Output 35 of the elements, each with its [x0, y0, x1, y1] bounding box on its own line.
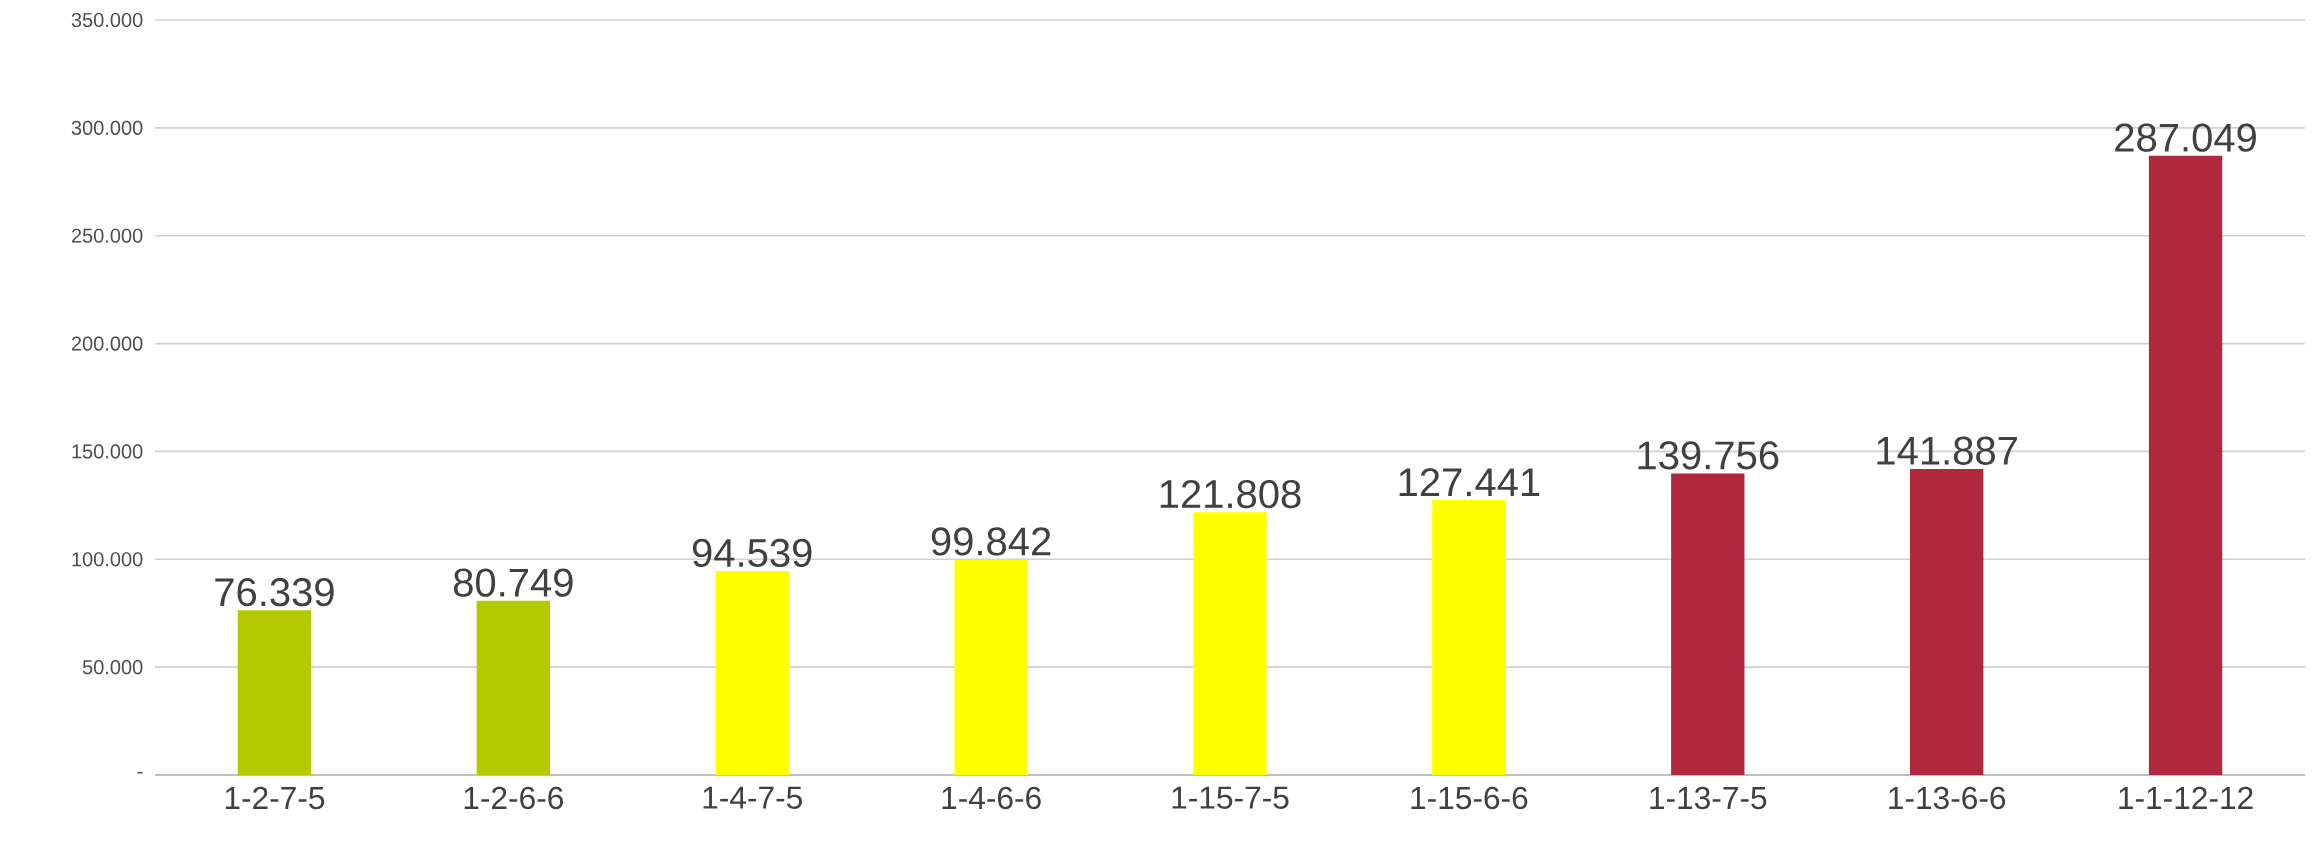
bar [1193, 512, 1267, 775]
data-label: 99.842 [931, 527, 1051, 556]
data-label: 76.339 [215, 578, 334, 607]
data-label: 139.756 [1638, 441, 1779, 470]
x-tick-label: 1-4-6-6 [942, 786, 1041, 810]
data-label: 80.749 [453, 568, 573, 597]
data-label: 127.441 [1399, 468, 1540, 497]
x-tick-label: 1-4-7-5 [703, 786, 802, 809]
y-tick-label: - [137, 771, 143, 774]
bar [1671, 473, 1745, 775]
y-tick-label: 350.000 [71, 12, 143, 28]
y-tick-label: 200.000 [71, 336, 143, 351]
y-tick-label: 150.000 [72, 444, 143, 459]
x-tick-label: 1-1-12-12 [2119, 786, 2253, 809]
x-tick-label: 1-15-7-5 [1172, 786, 1289, 809]
data-label: 94.539 [692, 538, 812, 568]
bar [954, 559, 1028, 775]
data-label: 141.887 [1877, 436, 2017, 465]
bar [1432, 500, 1506, 775]
bar [715, 571, 789, 775]
y-tick-label: 50.000 [82, 660, 143, 675]
x-tick-label: 1-2-7-5 [225, 786, 325, 810]
y-tick-label: 100.000 [72, 552, 143, 567]
bar [2148, 155, 2223, 775]
bar [237, 610, 312, 775]
y-tick-label: 250.000 [71, 228, 143, 243]
x-tick-label: 1-2-6-6 [464, 786, 563, 810]
bar [1910, 468, 1984, 775]
x-tick-label: 1-15-6-6 [1411, 786, 1528, 810]
data-label: 287.049 [2115, 123, 2256, 152]
y-tick-label: 300.000 [71, 120, 143, 135]
x-tick-label: 1-13-6-6 [1889, 786, 2006, 810]
data-label: 121.808 [1160, 479, 1301, 509]
bar [476, 600, 550, 775]
x-tick-label: 1-13-7-5 [1650, 786, 1767, 810]
